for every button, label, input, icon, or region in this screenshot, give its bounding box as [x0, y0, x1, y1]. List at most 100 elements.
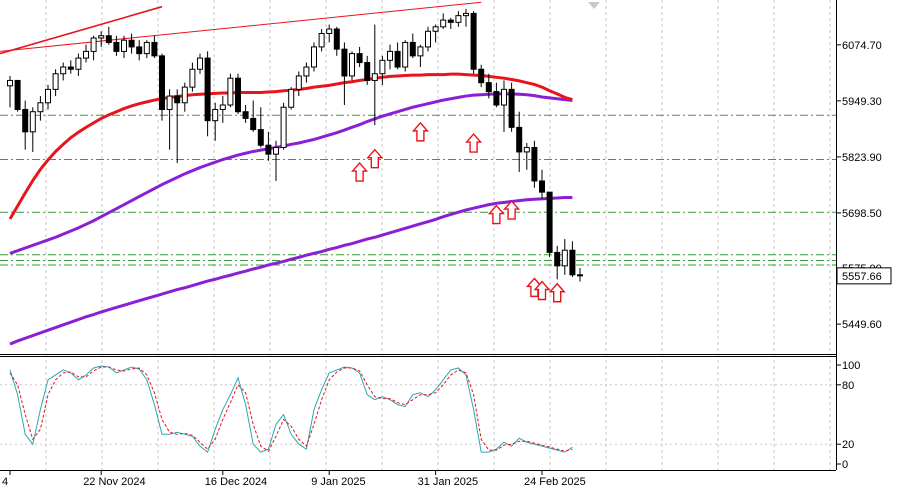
- date-tick-label: 22 Nov 2024: [83, 476, 145, 488]
- candle-body: [531, 146, 538, 182]
- candle-body: [83, 50, 89, 59]
- candle-body: [98, 35, 105, 39]
- price-tick-label: 5449.60: [842, 319, 882, 331]
- date-tick-label: 9 Jan 2025: [311, 476, 365, 488]
- candle-body: [273, 146, 279, 155]
- candle-body: [371, 73, 378, 81]
- oscillator-tick-label: 20: [842, 439, 854, 451]
- trendline: [0, 5, 163, 55]
- candle-body: [212, 108, 219, 122]
- candle-body: [523, 146, 530, 153]
- candle-body: [67, 66, 74, 70]
- candle-body: [470, 12, 477, 70]
- candle-body: [60, 66, 67, 75]
- buy-signal-arrow-icon: [548, 282, 566, 303]
- oscillator-layer: [0, 365, 836, 453]
- buy-signal-arrow-icon: [503, 200, 521, 220]
- candle-body: [485, 82, 492, 93]
- frame-layer: [0, 0, 837, 471]
- price-tick-label: 6074.70: [842, 40, 882, 52]
- candle-body: [318, 33, 325, 48]
- candle-body: [425, 30, 431, 48]
- candle-body: [379, 59, 386, 75]
- price-tick-label: 5949.30: [842, 96, 882, 108]
- candle-body: [105, 35, 112, 43]
- shift-marker-icon[interactable]: [588, 2, 600, 9]
- moving-average-mid-line: [9, 92, 573, 255]
- candle-body: [554, 251, 561, 267]
- candle-body: [166, 95, 173, 110]
- candle-body: [22, 108, 29, 133]
- candle-body: [417, 46, 424, 57]
- oscillator-signal-line: [9, 366, 573, 452]
- candle-body: [516, 126, 523, 153]
- candle-body: [463, 12, 469, 17]
- buy-signal-arrow-icon: [351, 162, 369, 182]
- moving-average-slow-line: [9, 196, 573, 346]
- candle-body: [561, 249, 568, 267]
- date-tick-label: 24 Feb 2025: [524, 476, 586, 488]
- oscillator-main-line: [9, 365, 573, 453]
- candle-body: [197, 57, 203, 70]
- candle-body: [569, 249, 576, 276]
- candle-body: [219, 104, 226, 110]
- candle-body: [341, 48, 348, 77]
- candle-body: [455, 15, 462, 23]
- candle-body: [189, 68, 196, 88]
- date-tick-label: 31 Jan 2025: [418, 476, 479, 488]
- candle-body: [52, 73, 59, 90]
- current-price-label: 5557.66: [842, 271, 882, 283]
- candle-body: [174, 95, 181, 104]
- candle-body: [113, 41, 120, 52]
- candle-body: [508, 88, 515, 128]
- candle-body: [204, 57, 211, 122]
- candle-body: [501, 88, 507, 106]
- candle-body: [143, 41, 150, 55]
- candle-body: [288, 88, 295, 108]
- candle-body: [181, 86, 188, 104]
- candle-body: [121, 39, 127, 52]
- candlestick-layer: [7, 8, 583, 282]
- candle-body: [356, 53, 363, 64]
- candle-body: [577, 274, 583, 277]
- candle-body: [539, 180, 545, 193]
- candle-body: [447, 19, 454, 23]
- signal-arrow-layer: [351, 121, 566, 303]
- price-tick-label: 5698.50: [842, 208, 882, 220]
- oscillator-tick-label: 80: [842, 380, 854, 392]
- date-tick-label: 4: [2, 476, 8, 488]
- candle-body: [14, 79, 21, 110]
- candle-body: [45, 88, 51, 104]
- candle-body: [235, 77, 241, 113]
- candle-body: [546, 191, 553, 253]
- date-tick-label: 16 Dec 2024: [205, 476, 267, 488]
- trendline-layer: [0, 1, 482, 55]
- candle-body: [387, 50, 393, 61]
- candle-body: [303, 66, 310, 77]
- candle-body: [440, 19, 447, 28]
- candle-body: [151, 41, 158, 57]
- buy-signal-arrow-icon: [487, 204, 505, 225]
- candle-body: [29, 111, 36, 133]
- candle-body: [311, 46, 317, 68]
- candle-body: [432, 26, 439, 32]
- candle-body: [349, 53, 355, 77]
- candle-body: [333, 28, 340, 50]
- buy-signal-arrow-icon: [411, 121, 429, 142]
- candle-body: [280, 106, 287, 148]
- buy-signal-arrow-icon: [465, 132, 483, 153]
- candle-body: [409, 41, 416, 57]
- candle-body: [159, 55, 165, 110]
- candle-body: [136, 46, 143, 55]
- candle-body: [90, 37, 97, 52]
- candle-body: [75, 57, 82, 70]
- trendline: [0, 1, 482, 52]
- oscillator-tick-label: 100: [842, 360, 860, 372]
- candle-body: [128, 39, 135, 48]
- candle-body: [7, 79, 13, 87]
- support-levels-layer: [0, 114, 836, 266]
- buy-signal-arrow-icon: [366, 148, 384, 169]
- candle-body: [394, 50, 401, 68]
